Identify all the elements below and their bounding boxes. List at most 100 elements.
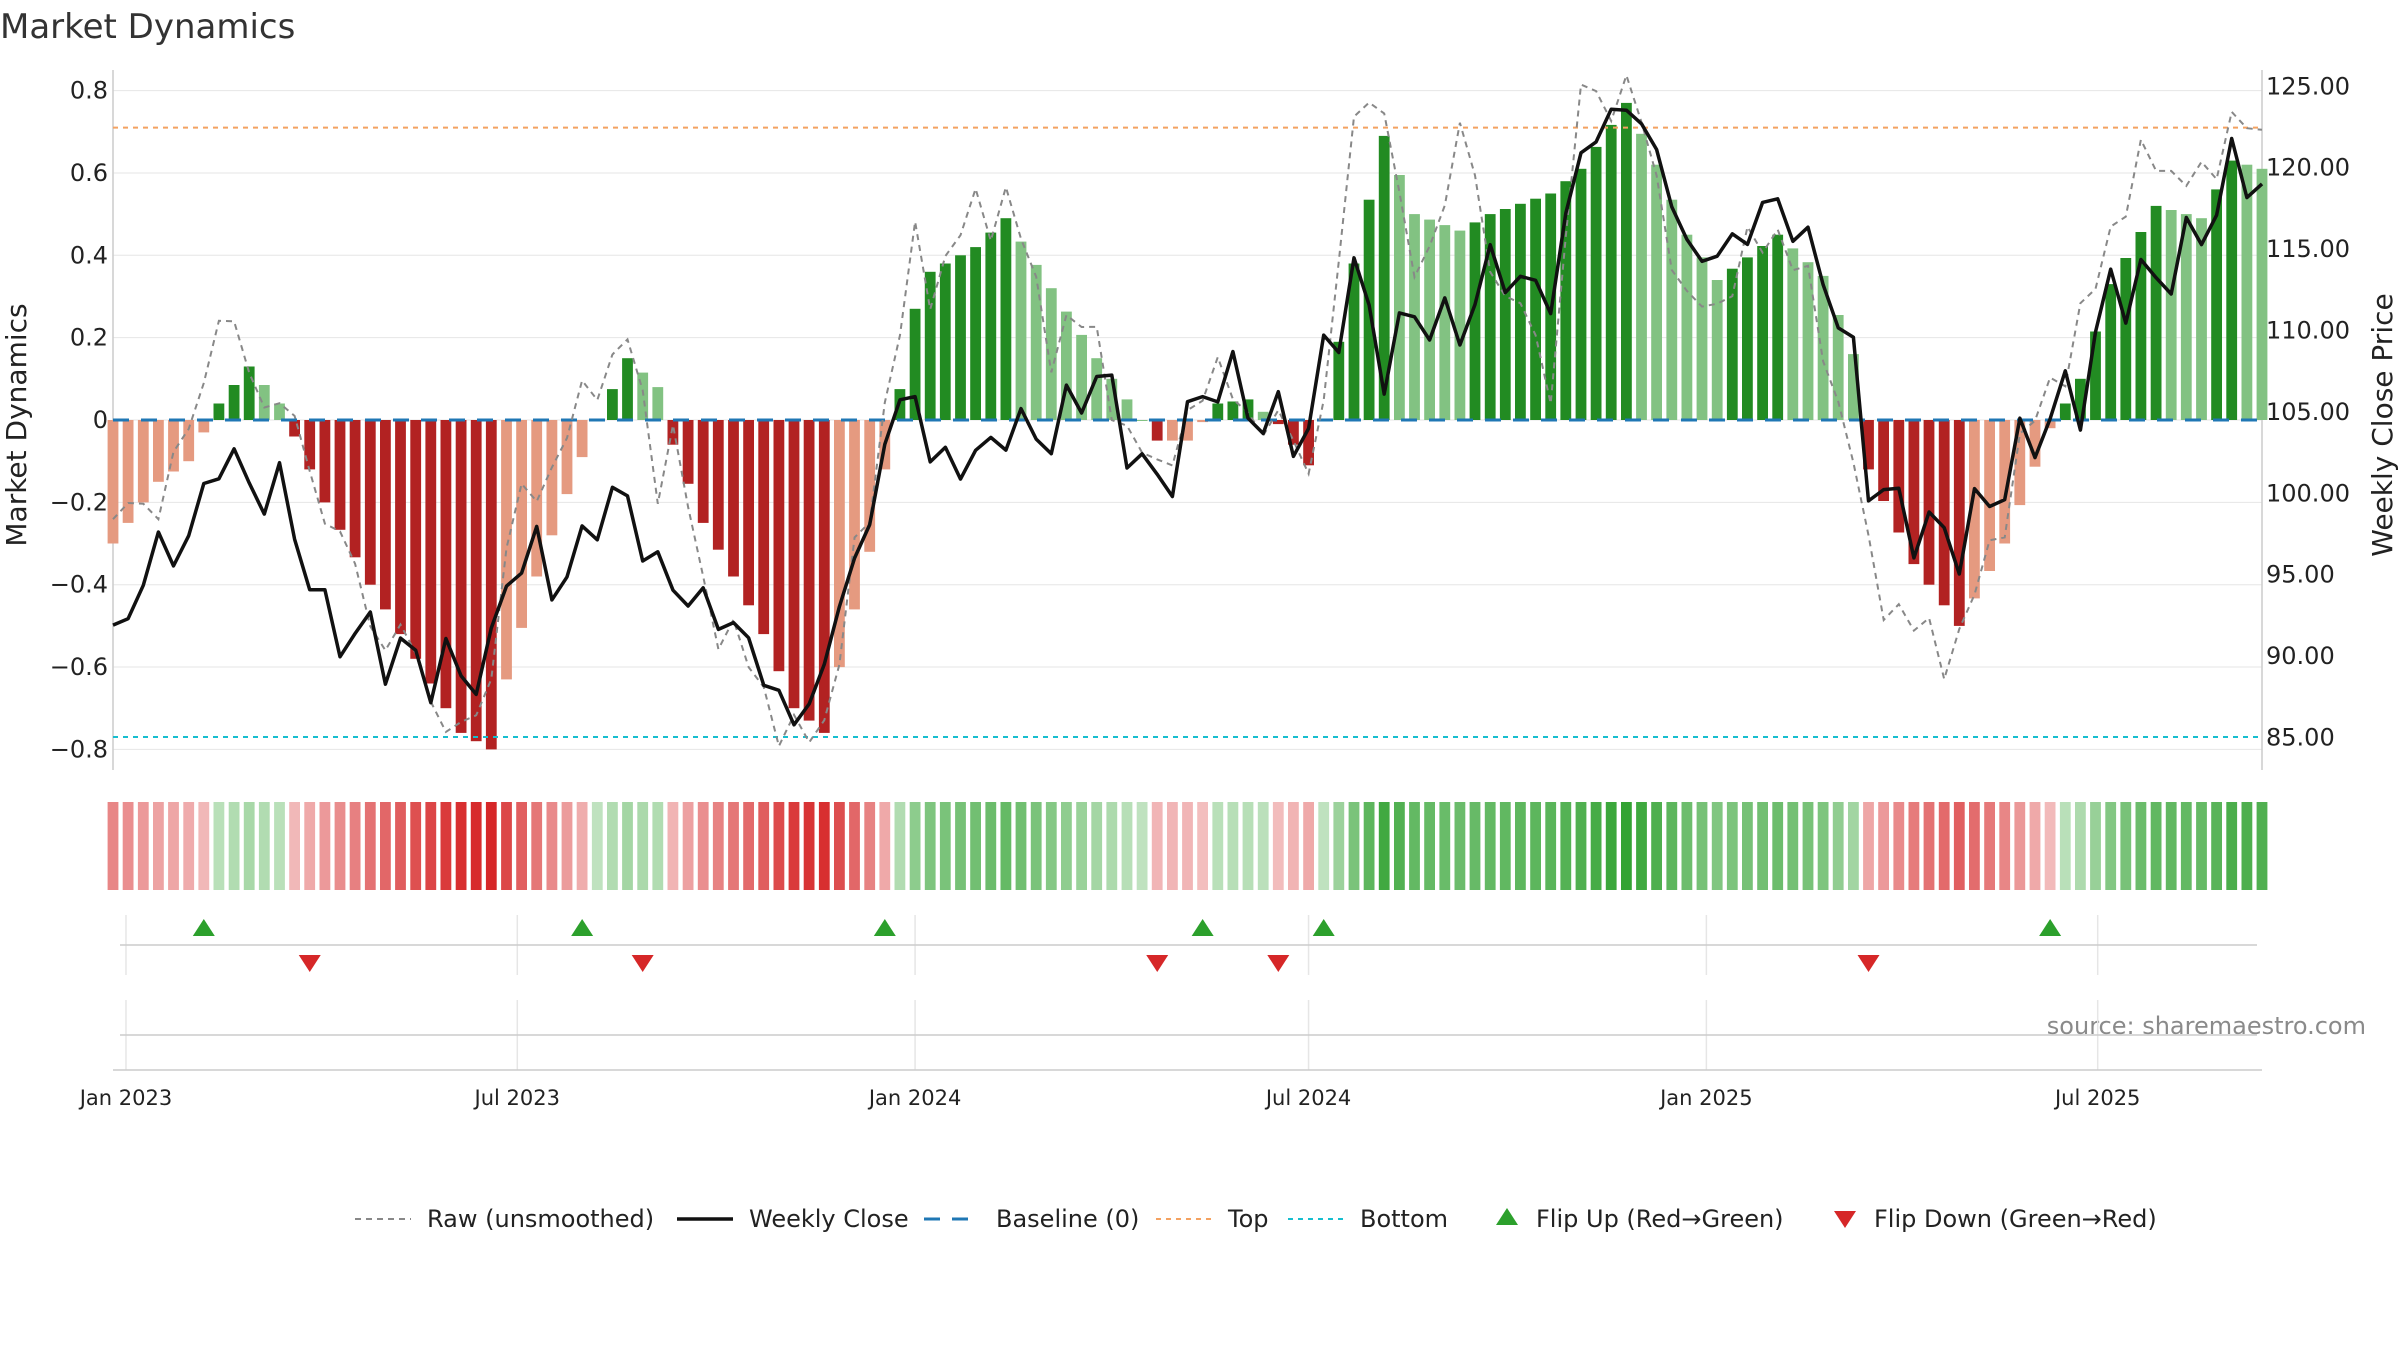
regime-cell — [319, 802, 331, 890]
regime-cell — [637, 802, 649, 890]
dynamics-bar — [107, 420, 119, 544]
regime-cell — [652, 802, 664, 890]
regime-cell — [2256, 802, 2268, 890]
dynamics-bar — [1000, 218, 1012, 420]
dynamics-bar — [1242, 399, 1254, 420]
regime-cell — [1348, 802, 1360, 890]
regime-cell — [2090, 802, 2101, 890]
regime-cell — [153, 802, 164, 890]
dynamics-bar — [2105, 284, 2117, 420]
dynamics-bar — [168, 420, 179, 472]
dynamics-bar — [1757, 246, 1768, 420]
dynamics-bar — [803, 420, 815, 721]
dynamics-bar — [122, 420, 134, 523]
dynamics-bar — [1227, 401, 1239, 420]
regime-cell — [1636, 802, 1647, 890]
regime-cell — [183, 802, 195, 890]
regime-cell — [955, 802, 966, 890]
regime-cell — [879, 802, 891, 890]
flip-up-marker — [1312, 919, 1335, 936]
regime-cell — [410, 802, 422, 890]
dynamics-bar — [970, 247, 981, 420]
dynamics-bar — [652, 387, 664, 420]
dynamics-bar — [864, 420, 876, 552]
dynamics-bar — [183, 420, 195, 462]
dynamics-bar — [1636, 133, 1647, 421]
dynamics-bar — [1863, 420, 1874, 470]
dynamics-bar — [395, 420, 406, 635]
flip-up-marker — [2039, 919, 2062, 936]
regime-cell — [1545, 802, 1557, 890]
regime-cell — [168, 802, 179, 890]
dynamics-bar — [334, 420, 346, 530]
regime-cell — [985, 802, 997, 890]
regime-cell — [243, 802, 255, 890]
dynamics-bar — [1575, 168, 1587, 420]
regime-cell — [1288, 802, 1299, 890]
dynamics-bar — [319, 420, 331, 503]
regime-cell — [304, 802, 316, 890]
regime-cell — [1303, 802, 1314, 890]
regime-cell — [258, 802, 270, 890]
dynamics-bar — [1484, 214, 1496, 420]
regime-cell — [1893, 802, 1905, 890]
regime-cell — [274, 802, 285, 890]
regime-cell — [1394, 802, 1405, 890]
regime-cell — [773, 802, 785, 890]
regime-cell — [2135, 802, 2147, 890]
chart-title: Market Dynamics — [0, 7, 295, 47]
dynamics-bar — [1257, 411, 1269, 420]
regime-cell — [1742, 802, 1753, 890]
dynamics-bar — [1469, 222, 1481, 420]
dynamics-bar — [1167, 420, 1178, 441]
dynamics-bar — [2165, 210, 2177, 420]
regime-cell — [924, 802, 936, 890]
regime-cell — [470, 802, 482, 890]
flip-up-marker — [571, 919, 594, 936]
dynamics-bar — [364, 420, 376, 585]
dynamics-bar — [1605, 124, 1617, 421]
regime-cell — [516, 802, 527, 890]
dynamics-bar — [1772, 234, 1784, 420]
regime-cell — [788, 802, 800, 890]
legend-top-label: Top — [1227, 1205, 1269, 1233]
regime-cell — [2105, 802, 2117, 890]
regime-cell — [1772, 802, 1784, 890]
dynamics-bar — [1424, 219, 1435, 420]
regime-cell — [970, 802, 981, 890]
dynamics-bar — [1666, 199, 1678, 420]
dynamics-bar — [1394, 175, 1405, 420]
dynamics-bar — [1787, 248, 1799, 420]
legend-flip_down-label: Flip Down (Green→Red) — [1874, 1205, 2157, 1233]
flip-up-marker — [873, 919, 896, 936]
regime-cell — [2150, 802, 2162, 890]
regime-cell — [1817, 802, 1829, 890]
dynamics-bar — [1908, 420, 1920, 565]
dynamics-bar — [1333, 341, 1345, 420]
legend: Raw (unsmoothed) Weekly Close Baseline (0)… — [355, 1205, 2157, 1233]
dynamics-bar — [1182, 420, 1193, 441]
dynamics-bar — [1953, 420, 1965, 626]
dynamics-bar — [1590, 146, 1602, 420]
regime-cell — [818, 802, 830, 890]
dynamics-bar — [1212, 403, 1224, 420]
dynamics-bar — [682, 420, 694, 484]
regime-cell — [576, 802, 588, 890]
regime-cell — [2226, 802, 2238, 890]
right-tick-label: 125.00 — [2266, 72, 2350, 100]
regime-cell — [1030, 802, 1042, 890]
regime-cell — [1378, 802, 1390, 890]
dynamics-bar — [1802, 262, 1814, 420]
regime-cell — [1363, 802, 1375, 890]
regime-cell — [1197, 802, 1208, 890]
dynamics-bar — [1045, 288, 1057, 420]
right-tick-label: 120.00 — [2266, 154, 2350, 182]
regime-cell — [1969, 802, 1980, 890]
regime-cell — [1272, 802, 1284, 890]
regime-cell — [1242, 802, 1254, 890]
regime-cell — [1651, 802, 1662, 890]
regime-cell — [758, 802, 770, 890]
regime-cell — [2120, 802, 2132, 890]
legend-bottom-label: Bottom — [1360, 1205, 1448, 1233]
dynamics-bar — [470, 420, 482, 742]
